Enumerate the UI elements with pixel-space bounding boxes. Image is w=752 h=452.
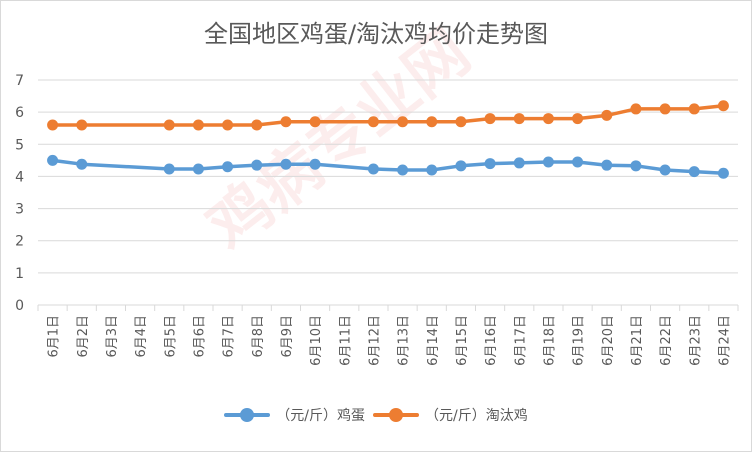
data-point-1 (163, 119, 175, 131)
data-point-0 (47, 154, 59, 166)
series-line-1 (50, 103, 726, 127)
x-tick-label: 6月19日 (572, 315, 587, 366)
data-point-1 (192, 119, 204, 131)
data-point-1 (367, 116, 379, 128)
data-point-1 (513, 113, 525, 125)
data-point-0 (280, 158, 292, 170)
legend-marker-eggs (224, 408, 271, 422)
data-point-0 (572, 156, 584, 168)
data-point-0 (630, 160, 642, 172)
data-point-1 (222, 119, 234, 131)
data-point-1 (630, 103, 642, 115)
y-tick-label: 7 (15, 73, 24, 89)
data-point-0 (542, 156, 554, 168)
data-point-1 (309, 116, 321, 128)
y-tick-label: 4 (15, 169, 24, 185)
data-point-1 (251, 119, 263, 131)
data-point-0 (163, 163, 175, 175)
x-tick-label: 6月10日 (309, 315, 324, 366)
x-tick-label: 6月6日 (192, 315, 207, 358)
data-point-0 (659, 164, 671, 176)
y-tick-label: 0 (15, 298, 24, 314)
y-tick-label: 3 (15, 202, 24, 218)
x-tick-label: 6月5日 (163, 315, 178, 358)
data-point-1 (280, 116, 292, 128)
data-point-0 (484, 158, 496, 170)
x-tick-label: 6月7日 (222, 315, 237, 358)
x-tick-label: 6月13日 (397, 315, 412, 366)
x-tick-label: 6月1日 (47, 315, 62, 358)
data-point-0 (397, 164, 409, 176)
x-tick-label: 6月3日 (105, 315, 120, 358)
data-point-0 (426, 164, 438, 176)
x-tick-label: 6月4日 (134, 315, 149, 358)
data-point-1 (717, 100, 729, 112)
data-point-1 (455, 116, 467, 128)
data-point-1 (572, 113, 584, 125)
x-tick-label: 6月22日 (659, 315, 674, 366)
x-tick-label: 6月8日 (251, 315, 266, 358)
y-tick-label: 5 (15, 137, 24, 153)
data-point-1 (542, 113, 554, 125)
series-line-0 (50, 158, 726, 175)
data-point-0 (309, 158, 321, 170)
data-point-1 (47, 119, 59, 131)
x-tick-label: 6月23日 (688, 315, 703, 366)
data-point-0 (455, 160, 467, 172)
data-point-1 (484, 113, 496, 125)
data-point-1 (397, 116, 409, 128)
x-tick-label: 6月2日 (76, 315, 91, 358)
data-point-0 (601, 159, 613, 171)
data-point-1 (601, 109, 613, 121)
x-tick-label: 6月24日 (717, 315, 732, 366)
data-point-0 (688, 166, 700, 178)
y-tick-label: 2 (15, 234, 24, 250)
data-point-0 (717, 167, 729, 179)
data-point-0 (192, 163, 204, 175)
data-point-0 (251, 159, 263, 171)
x-tick-label: 6月15日 (455, 315, 470, 366)
data-point-1 (659, 103, 671, 115)
x-tick-label: 6月21日 (630, 315, 645, 366)
x-tick-label: 6月14日 (426, 315, 441, 366)
legend-label-eggs: （元/斤）鸡蛋 (276, 408, 365, 424)
x-tick-label: 6月12日 (367, 315, 382, 366)
x-tick-label: 6月9日 (280, 315, 295, 358)
data-point-1 (688, 103, 700, 115)
x-tick-label: 6月18日 (542, 315, 557, 366)
chart-title: 全国地区鸡蛋/淘汰鸡均价走势图 (203, 20, 549, 48)
data-point-0 (367, 163, 379, 175)
legend-item-culled-hens: （元/斤）淘汰鸡 (373, 405, 528, 425)
legend: （元/斤）鸡蛋 （元/斤）淘汰鸡 (0, 405, 752, 425)
legend-label-culled-hens: （元/斤）淘汰鸡 (425, 408, 528, 424)
y-tick-label: 6 (15, 105, 24, 121)
data-point-0 (222, 161, 234, 173)
x-tick-label: 6月11日 (338, 315, 353, 366)
legend-marker-culled-hens (373, 408, 419, 422)
data-point-1 (76, 119, 88, 131)
legend-item-eggs: （元/斤）鸡蛋 (224, 405, 365, 425)
data-point-0 (513, 157, 525, 169)
x-tick-label: 6月16日 (484, 315, 499, 366)
data-point-0 (76, 158, 88, 170)
y-tick-label: 1 (15, 266, 24, 282)
x-tick-label: 6月17日 (513, 315, 528, 366)
data-point-1 (426, 116, 438, 128)
x-tick-label: 6月20日 (601, 315, 616, 366)
